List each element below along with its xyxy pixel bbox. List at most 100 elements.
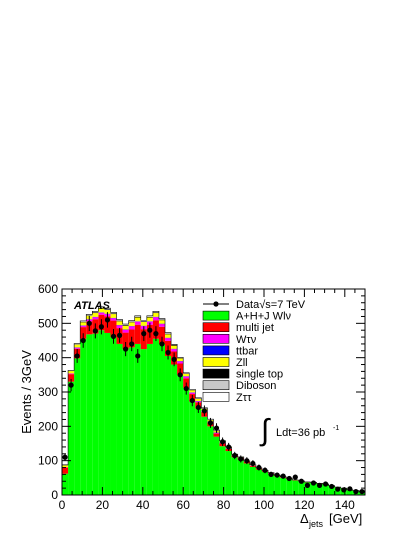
data-point (153, 331, 159, 337)
data-point (129, 341, 135, 347)
stack-bin (104, 332, 111, 495)
x-tick-label: 40 (136, 498, 150, 512)
data-point (341, 487, 347, 493)
stack-bin (274, 476, 281, 495)
data-point (177, 372, 183, 378)
data-point (68, 382, 74, 388)
stack-bin (86, 314, 93, 316)
data-point (262, 467, 268, 473)
stack-bin (134, 324, 141, 344)
stack-bin (62, 467, 69, 474)
stack-bin (110, 314, 117, 318)
legend-label-1: multi jet (236, 322, 274, 334)
stack-bin (92, 312, 99, 314)
stack-bin (116, 343, 123, 495)
stack-bin (201, 416, 208, 495)
stack-bin (140, 321, 147, 322)
stack-bin (183, 376, 190, 379)
y-axis-label: Events / 3GeV (19, 350, 34, 434)
stack-bin (86, 334, 93, 495)
stack-bin (98, 308, 105, 313)
stack-bin (171, 364, 178, 495)
stack-bin (298, 481, 305, 495)
stack-bin (134, 343, 141, 495)
legend-label-data: Data√s=7 TeV (236, 299, 306, 311)
stack-bin (152, 317, 159, 321)
stack-bin (177, 374, 184, 495)
stack-bin (255, 469, 262, 495)
stack-bin (92, 333, 99, 495)
stack-bin (165, 338, 172, 341)
stack-bin (116, 320, 123, 322)
stack-bin (122, 324, 129, 325)
stack-bin (237, 459, 244, 495)
stack-bin (158, 319, 166, 321)
stack-bin (98, 312, 105, 315)
legend-label-3: ttbar (236, 345, 258, 357)
legend-data-marker (213, 301, 219, 307)
stack-bin (146, 316, 153, 318)
legend-label-5: single top (236, 369, 283, 381)
stack-bin (110, 313, 117, 315)
data-point (74, 353, 80, 359)
data-point (207, 420, 214, 426)
luminosity-text: Ldt=36 pb (276, 427, 325, 439)
stack-bin (189, 401, 196, 495)
axes: 0 20 40 60 80 100 120 140 0 100 200 300 400 500 600 (38, 282, 366, 512)
stack-bin (104, 309, 111, 310)
luminosity-superscript: -1 (333, 425, 339, 432)
data-point (165, 349, 171, 356)
data-point (359, 488, 365, 495)
y-tick-label: 600 (38, 282, 58, 296)
stack-bin (140, 349, 147, 495)
stack-bin (183, 373, 190, 377)
stack-bin (68, 374, 75, 382)
stack-bin (122, 329, 129, 333)
data-point (244, 458, 250, 464)
stack-bin (158, 343, 166, 495)
stack-bin (322, 484, 329, 495)
legend-label-0: A+H+J Wlν (236, 311, 292, 323)
stack-bin (68, 381, 75, 495)
x-axis-label-subscript: jets (308, 519, 324, 529)
stack-bin (146, 317, 153, 322)
stack-bin (146, 343, 153, 495)
stack-component-5 (62, 307, 232, 466)
stack-bin (268, 474, 275, 495)
data-point (171, 356, 177, 362)
data-point (292, 474, 298, 480)
stack-bin (152, 312, 159, 314)
data-point (316, 482, 323, 488)
data-point (250, 460, 256, 467)
stack-bin (128, 326, 135, 330)
y-tick-label: 400 (38, 351, 58, 365)
stack-bin (158, 320, 166, 324)
stack-bin (140, 321, 147, 326)
legend-swatch-5 (202, 368, 230, 379)
data-point (147, 327, 153, 333)
stack-bin (128, 347, 135, 495)
stack-bin (110, 318, 117, 321)
stack-bin (116, 319, 123, 321)
stack-bin (280, 477, 287, 495)
stack-bin (195, 408, 202, 495)
stack-bin (116, 321, 123, 326)
stack-bin (207, 426, 214, 495)
stack-bin (104, 308, 111, 309)
data-point (195, 404, 201, 411)
stack-bin (80, 320, 87, 322)
stack-bin (134, 316, 141, 318)
stack-bin (158, 326, 166, 344)
legend-label-2: Wτν (236, 334, 257, 346)
legend-label-7: Zττ (236, 392, 252, 404)
y-tick-label: 500 (38, 316, 58, 330)
stack-bin (195, 401, 202, 403)
stack-bin (219, 446, 226, 495)
stack-bin (122, 325, 129, 326)
data-point (256, 464, 262, 471)
data-point (268, 471, 274, 477)
stack-bin (177, 358, 184, 362)
stack-bin (304, 482, 311, 495)
y-tick-label: 100 (38, 454, 58, 468)
